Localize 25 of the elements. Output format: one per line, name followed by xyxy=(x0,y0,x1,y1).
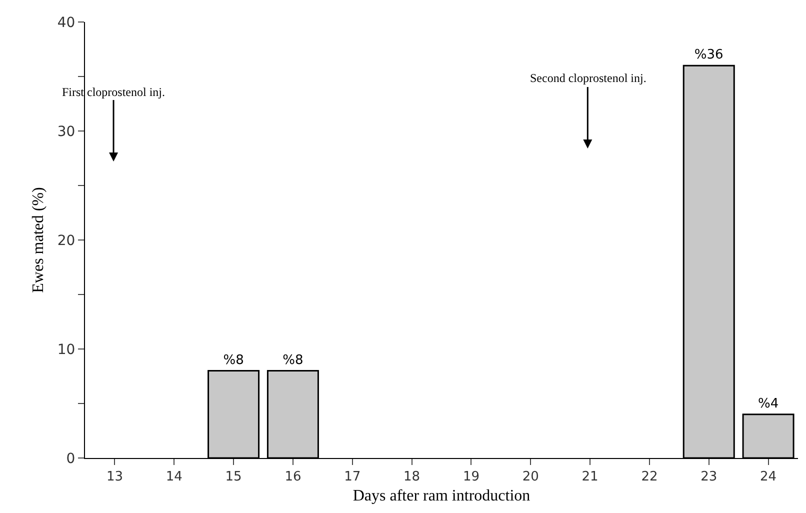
x-tick-label: 23 xyxy=(700,470,718,485)
data-label: %36 xyxy=(694,48,724,63)
x-tick-label: 22 xyxy=(641,470,658,485)
x-tick-label: 24 xyxy=(760,470,777,485)
y-tick-label: 20 xyxy=(57,232,76,249)
x-tick-label: 13 xyxy=(106,470,123,485)
y-tick-label: 30 xyxy=(57,124,76,140)
x-tick-label: 16 xyxy=(284,470,302,485)
y-axis-title: Ewes mated (%) xyxy=(30,187,47,293)
y-tick-label: 0 xyxy=(66,450,76,467)
x-tick-label: 20 xyxy=(522,470,539,485)
annotation: First cloprostenol inj. xyxy=(62,85,165,99)
x-axis-title: Days after ram introduction xyxy=(352,487,530,504)
y-tick-label: 40 xyxy=(57,14,76,31)
x-tick-label: 14 xyxy=(166,470,182,485)
x-tick-label: 18 xyxy=(404,470,420,485)
annotation: Second cloprostenol inj. xyxy=(530,71,646,85)
x-tick-label: 15 xyxy=(225,470,242,485)
data-label: %8 xyxy=(282,352,304,368)
x-tick-label: 17 xyxy=(344,470,361,485)
data-label: %8 xyxy=(223,352,244,368)
data-label: %4 xyxy=(758,396,779,412)
y-tick-label: 10 xyxy=(57,342,76,358)
x-tick-label: 19 xyxy=(462,470,480,485)
x-tick-label: 21 xyxy=(582,470,598,485)
